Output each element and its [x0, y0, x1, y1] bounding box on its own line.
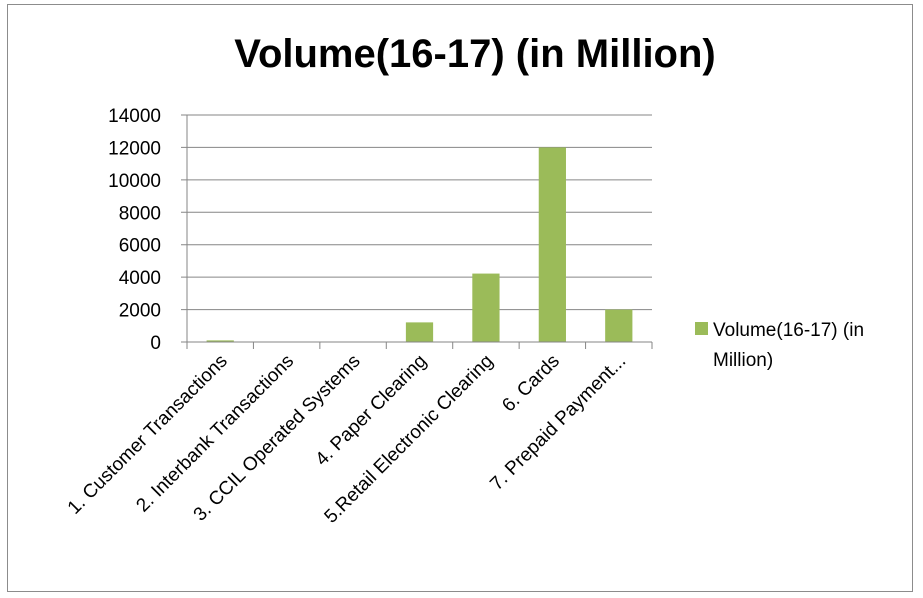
gridlines	[181, 114, 652, 343]
bar	[605, 309, 633, 342]
y-tick-label: 8000	[119, 203, 161, 224]
axes	[186, 115, 653, 349]
legend-label-line1: Volume(16-17) (in	[713, 320, 864, 341]
bar	[472, 273, 500, 342]
legend-swatch	[695, 322, 708, 335]
legend: Volume(16-17) (in Million)	[695, 320, 864, 371]
bars	[206, 147, 633, 342]
y-tick-label: 4000	[119, 268, 161, 289]
y-tick-label: 14000	[108, 106, 161, 127]
y-tick-label: 0	[150, 333, 161, 354]
chart-title: Volume(16-17) (in Million)	[234, 32, 716, 76]
x-tick-label: 7. Prepaid Payment...	[486, 351, 630, 495]
bar	[206, 340, 234, 342]
x-tick-label: 4. Paper Clearing	[312, 351, 431, 470]
y-axis-ticks: 0 2000 4000 6000 8000 10000 12000 14000	[108, 106, 161, 354]
bar	[538, 147, 566, 342]
y-tick-label: 12000	[108, 138, 161, 159]
y-tick-label: 2000	[119, 301, 161, 322]
y-tick-label: 6000	[119, 236, 161, 257]
y-tick-label: 10000	[108, 171, 161, 192]
chart-frame	[7, 4, 913, 592]
bar	[405, 322, 434, 342]
legend-label-line2: Million)	[713, 350, 773, 371]
x-tick-label: 6. Cards	[498, 351, 564, 417]
